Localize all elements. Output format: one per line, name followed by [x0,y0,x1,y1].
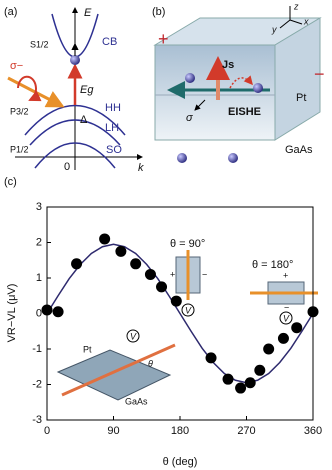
voltmeter [126,329,140,343]
sigma-label: σ [186,112,193,124]
panel-a: (a) E k 0 S1/2 CB σ− Eg P3/2 HH Δ LH P1/… [4,6,144,174]
data-point [291,322,303,334]
data-point [144,268,156,280]
polarization [17,75,42,102]
y-tick-label: -2 [32,378,42,390]
band-label: LH [105,122,119,134]
data-point [235,382,247,394]
axis-y [279,19,291,29]
panel-label: (b) [152,6,165,18]
voltmeter-label: V [130,331,137,341]
plus-sign: + [283,270,288,280]
band-label: SO [106,144,122,156]
data-point [71,258,83,270]
voltmeter-label: V [185,305,192,315]
axis-label: z [293,1,299,11]
data-point [52,306,64,318]
light-label: σ− [10,60,23,72]
y-tick-label: 1 [36,272,42,284]
data-point [41,304,53,316]
level-label: P1/2 [10,144,29,154]
panel-b: (b) z y x + − Js Pt σ EISHE GaAs [152,1,325,163]
level-label: S1/2 [30,39,49,49]
axis-label: x [303,16,309,26]
metal-label: Pt [296,92,306,104]
split-label: Δ [80,114,88,126]
data-point [307,306,319,318]
panel-c: (c) θ (deg) VR−VL (μV) V + − θ = 90° V +… [4,176,322,468]
axis-label: y [271,24,277,34]
x-tick-label: 270 [237,425,255,437]
electron [185,73,195,83]
level-label: P3/2 [10,106,29,116]
fit-line [46,243,314,384]
deflection [229,75,253,89]
data-point [263,343,275,355]
annotation: Pt [83,344,92,354]
inset-beam [61,343,176,397]
inset-slab [56,349,172,401]
data-point [277,332,289,344]
annotation: θ = 180° [252,259,293,271]
sigma-arrow [194,99,206,111]
data-point [244,377,256,389]
voltmeter-label: V [283,313,290,323]
data-point [222,373,234,385]
panel-label: (a) [4,6,17,18]
x-tick-label: 0 [44,425,50,437]
annotation: θ = 90° [170,238,205,250]
minus-sign: − [202,269,207,279]
electron [228,153,238,163]
spin-current-label: Js [222,59,234,71]
voltmeter [181,303,195,317]
band-label: CB [102,36,117,48]
data-point [130,258,142,270]
x-tick-label: 90 [107,425,119,437]
axis-x [289,19,303,25]
data-point [99,233,111,245]
so-band [34,142,116,169]
panel-label: (c) [4,176,17,188]
y-tick-label: -1 [32,343,42,355]
x-tick-label: 180 [171,425,189,437]
y-tick-label: -3 [32,414,42,426]
annotation: θ [148,358,153,368]
electron [177,153,187,163]
plus-sign: + [158,29,169,49]
y-tick-label: 3 [36,201,42,213]
electron [70,55,80,65]
origin-label: 0 [64,161,70,173]
axis-label: k [138,162,144,174]
plus-sign: + [170,269,175,279]
data-point [170,295,182,307]
data-point [205,352,217,364]
y-tick-label: 2 [36,236,42,248]
data-point [156,281,168,293]
x-tick-label: 360 [304,425,322,437]
data-point [254,364,266,376]
lh-band [29,119,121,146]
hh-band [24,104,126,136]
voltmeter [279,311,293,325]
field-label: EISHE [228,106,261,118]
electron [253,83,263,93]
data-point [115,245,127,257]
minus-sign: − [284,302,289,312]
x-axis-label: θ (deg) [163,456,198,468]
minus-sign: − [314,64,325,84]
y-tick-label: 0 [36,307,42,319]
band-label: HH [105,102,121,114]
axis-label: E [84,7,92,19]
substrate-label: GaAs [285,144,313,156]
y-axis-label: VR−VL (μV) [6,284,18,343]
gap-label: Eg [80,84,94,96]
annotation: GaAs [125,396,148,406]
